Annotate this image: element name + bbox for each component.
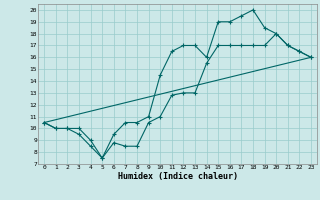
X-axis label: Humidex (Indice chaleur): Humidex (Indice chaleur) xyxy=(118,172,238,181)
